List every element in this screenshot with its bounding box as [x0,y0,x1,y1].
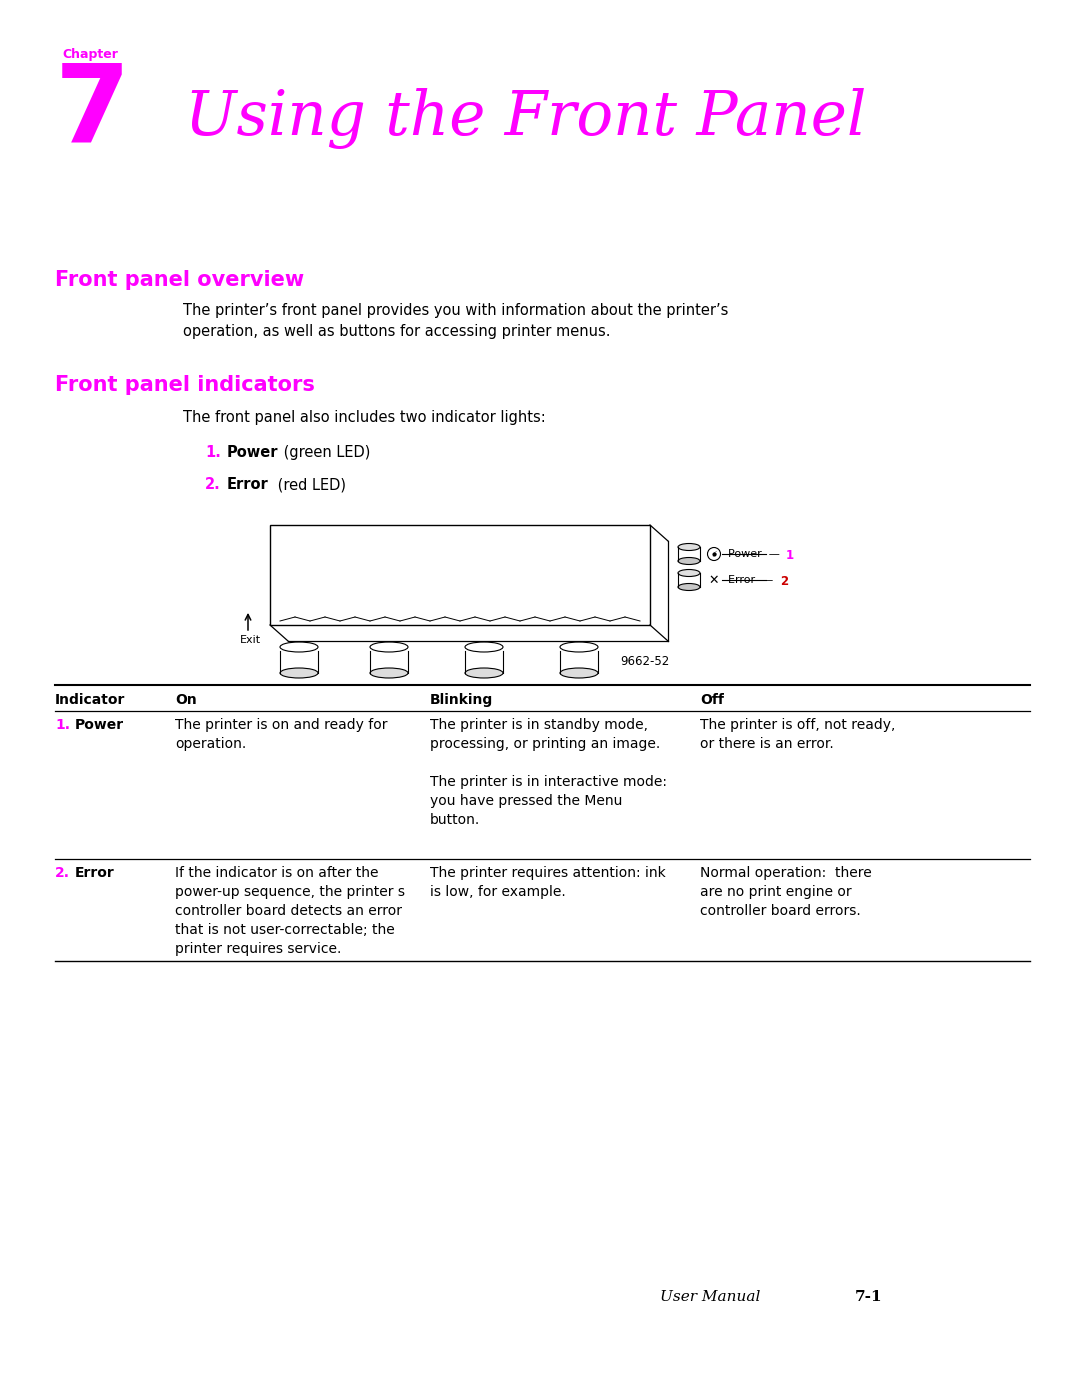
Text: Power: Power [227,446,279,460]
Text: Using the Front Panel: Using the Front Panel [185,88,866,149]
Text: 2.: 2. [205,476,220,492]
Text: Error  —: Error — [728,576,780,585]
Text: ✕: ✕ [708,574,719,587]
Text: (red LED): (red LED) [273,476,346,492]
Text: 2: 2 [780,576,788,588]
Text: 2.: 2. [55,866,70,880]
Text: Normal operation:  there
are no print engine or
controller board errors.: Normal operation: there are no print eng… [700,866,872,918]
Ellipse shape [370,668,408,678]
Text: The front panel also includes two indicator lights:: The front panel also includes two indica… [183,409,545,425]
Text: 1.: 1. [55,718,70,732]
Text: On: On [175,693,197,707]
Ellipse shape [678,570,700,577]
Text: Indicator: Indicator [55,693,125,707]
Text: Front panel overview: Front panel overview [55,270,305,291]
Text: The printer is off, not ready,
or there is an error.: The printer is off, not ready, or there … [700,718,895,752]
Text: User Manual: User Manual [660,1289,760,1303]
Ellipse shape [465,668,503,678]
Text: 7-1: 7-1 [855,1289,882,1303]
Ellipse shape [678,584,700,591]
Text: Chapter: Chapter [62,47,118,61]
Ellipse shape [280,668,318,678]
Text: Power  —: Power — [728,549,787,559]
Ellipse shape [280,643,318,652]
Text: If the indicator is on after the
power-up sequence, the printer s
controller boa: If the indicator is on after the power-u… [175,866,405,956]
Text: 9662-52: 9662-52 [620,655,670,668]
Ellipse shape [678,543,700,550]
Ellipse shape [561,643,598,652]
Text: Power: Power [75,718,124,732]
Ellipse shape [465,643,503,652]
Text: (green LED): (green LED) [279,446,370,460]
Text: Off: Off [700,693,724,707]
Text: ⚡: ⚡ [711,549,717,559]
Text: 1.: 1. [205,446,221,460]
Text: Exit: Exit [240,636,261,645]
Text: The printer requires attention: ink
is low, for example.: The printer requires attention: ink is l… [430,866,665,898]
Ellipse shape [678,557,700,564]
Ellipse shape [561,668,598,678]
Text: The printer is on and ready for
operation.: The printer is on and ready for operatio… [175,718,388,752]
Text: Front panel indicators: Front panel indicators [55,374,315,395]
Ellipse shape [370,643,408,652]
Text: Blinking: Blinking [430,693,494,707]
Text: Error: Error [75,866,114,880]
Text: The printer’s front panel provides you with information about the printer’s
oper: The printer’s front panel provides you w… [183,303,728,339]
Text: 7: 7 [55,59,131,163]
Text: The printer is in standby mode,
processing, or printing an image.

The printer i: The printer is in standby mode, processi… [430,718,667,827]
Text: 1: 1 [786,549,794,562]
Text: Error: Error [227,476,269,492]
